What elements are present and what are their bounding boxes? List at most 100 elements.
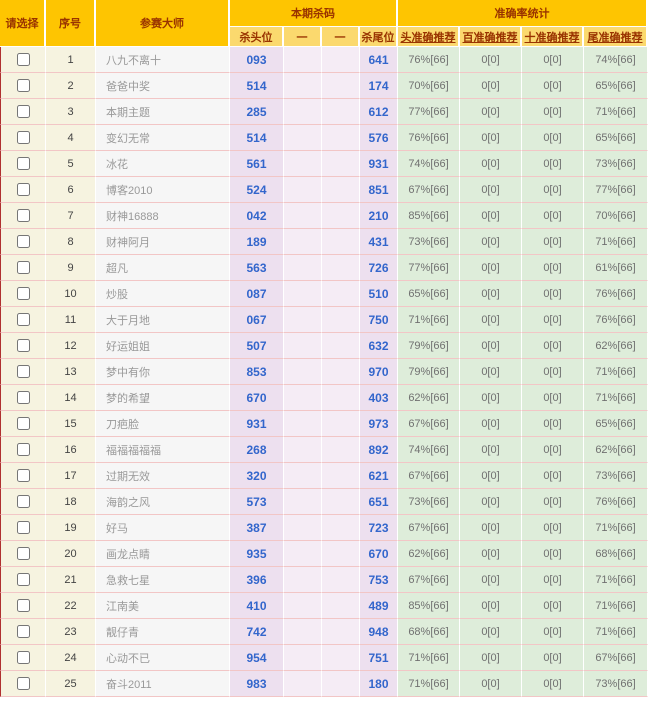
row-select-checkbox[interactable] [16, 521, 30, 534]
select-cell [0, 463, 46, 489]
sort-link-ten-accuracy[interactable]: 十准确推荐 [524, 31, 580, 44]
table-row: 14 梦的希望 670 403 62%[66] 0[0] 0[0] 71%[66… [0, 385, 648, 411]
select-cell [0, 567, 46, 593]
row-select-checkbox[interactable] [16, 391, 30, 404]
empty-column-2 [322, 255, 360, 281]
select-cell [0, 411, 46, 437]
empty-column-1 [284, 619, 322, 645]
select-cell [0, 229, 46, 255]
hundred-accuracy-value: 0[0] [460, 593, 522, 619]
empty-column-2 [322, 333, 360, 359]
master-name: 急救七星 [96, 567, 230, 593]
row-select-checkbox[interactable] [16, 79, 30, 92]
select-cell [0, 151, 46, 177]
row-select-checkbox[interactable] [16, 469, 30, 482]
row-select-checkbox[interactable] [16, 677, 30, 690]
row-select-checkbox[interactable] [16, 495, 30, 508]
kill-tail-value: 753 [360, 567, 398, 593]
head-accuracy-value: 79%[66] [398, 359, 460, 385]
empty-column-1 [284, 359, 322, 385]
head-accuracy-value: 85%[66] [398, 203, 460, 229]
masters-kill-code-table: 请选择 序号 参赛大师 本期杀码 准确率统计 杀头位 一 一 杀尾位 头准确推荐… [0, 0, 648, 697]
head-accuracy-value: 65%[66] [398, 281, 460, 307]
kill-tail-value: 851 [360, 177, 398, 203]
row-select-checkbox[interactable] [16, 313, 30, 326]
master-name: 心动不已 [96, 645, 230, 671]
master-name: 变幻无常 [96, 125, 230, 151]
tail-accuracy-value: 74%[66] [584, 47, 648, 73]
ten-accuracy-value: 0[0] [522, 177, 584, 203]
master-name: 海韵之风 [96, 489, 230, 515]
empty-column-1 [284, 645, 322, 671]
row-select-checkbox[interactable] [16, 209, 30, 222]
row-select-checkbox[interactable] [16, 573, 30, 586]
hundred-accuracy-value: 0[0] [460, 541, 522, 567]
kill-tail-value: 510 [360, 281, 398, 307]
select-cell [0, 541, 46, 567]
ten-accuracy-value: 0[0] [522, 307, 584, 333]
head-accuracy-value: 77%[66] [398, 255, 460, 281]
row-select-checkbox[interactable] [16, 417, 30, 430]
table-row: 10 炒股 087 510 65%[66] 0[0] 0[0] 76%[66] [0, 281, 648, 307]
row-index: 1 [46, 47, 96, 73]
master-name: 奋斗2011 [96, 671, 230, 697]
row-index: 12 [46, 333, 96, 359]
row-select-checkbox[interactable] [16, 235, 30, 248]
master-name: 梦的希望 [96, 385, 230, 411]
row-select-checkbox[interactable] [16, 547, 30, 560]
row-select-checkbox[interactable] [16, 53, 30, 66]
row-select-checkbox[interactable] [16, 105, 30, 118]
row-select-checkbox[interactable] [16, 365, 30, 378]
head-accuracy-value: 76%[66] [398, 125, 460, 151]
kill-tail-value: 210 [360, 203, 398, 229]
kill-head-value: 042 [230, 203, 284, 229]
ten-accuracy-value: 0[0] [522, 411, 584, 437]
row-select-checkbox[interactable] [16, 651, 30, 664]
master-name: 画龙点睛 [96, 541, 230, 567]
head-accuracy-value: 67%[66] [398, 463, 460, 489]
row-index: 19 [46, 515, 96, 541]
row-select-checkbox[interactable] [16, 183, 30, 196]
row-select-checkbox[interactable] [16, 599, 30, 612]
hundred-accuracy-value: 0[0] [460, 359, 522, 385]
tail-accuracy-value: 77%[66] [584, 177, 648, 203]
sort-link-hundred-accuracy[interactable]: 百准确推荐 [462, 31, 518, 44]
subheader-kill-tail: 杀尾位 [360, 27, 398, 47]
empty-column-1 [284, 671, 322, 697]
row-select-checkbox[interactable] [16, 625, 30, 638]
master-name: 好马 [96, 515, 230, 541]
tail-accuracy-value: 70%[66] [584, 203, 648, 229]
kill-tail-value: 180 [360, 671, 398, 697]
head-accuracy-value: 79%[66] [398, 333, 460, 359]
row-select-checkbox[interactable] [16, 443, 30, 456]
ten-accuracy-value: 0[0] [522, 437, 584, 463]
row-select-checkbox[interactable] [16, 131, 30, 144]
column-group-kill-code: 本期杀码 [230, 0, 398, 27]
hundred-accuracy-value: 0[0] [460, 125, 522, 151]
tail-accuracy-value: 76%[66] [584, 489, 648, 515]
hundred-accuracy-value: 0[0] [460, 333, 522, 359]
table-row: 22 江南美 410 489 85%[66] 0[0] 0[0] 71%[66] [0, 593, 648, 619]
row-index: 7 [46, 203, 96, 229]
select-cell [0, 307, 46, 333]
kill-head-value: 561 [230, 151, 284, 177]
row-select-checkbox[interactable] [16, 339, 30, 352]
hundred-accuracy-value: 0[0] [460, 567, 522, 593]
select-cell [0, 47, 46, 73]
subheader-dash-2: 一 [322, 27, 360, 47]
head-accuracy-value: 67%[66] [398, 411, 460, 437]
table-row: 23 靓仔青 742 948 68%[66] 0[0] 0[0] 71%[66] [0, 619, 648, 645]
row-select-checkbox[interactable] [16, 261, 30, 274]
row-select-checkbox[interactable] [16, 157, 30, 170]
row-select-checkbox[interactable] [16, 287, 30, 300]
kill-tail-value: 612 [360, 99, 398, 125]
ten-accuracy-value: 0[0] [522, 359, 584, 385]
kill-head-value: 514 [230, 73, 284, 99]
sort-link-tail-accuracy[interactable]: 尾准确推荐 [587, 31, 643, 44]
hundred-accuracy-value: 0[0] [460, 437, 522, 463]
head-accuracy-value: 62%[66] [398, 385, 460, 411]
ten-accuracy-value: 0[0] [522, 619, 584, 645]
kill-tail-value: 670 [360, 541, 398, 567]
sort-link-head-accuracy[interactable]: 头准确推荐 [400, 31, 456, 44]
table-row: 21 急救七星 396 753 67%[66] 0[0] 0[0] 71%[66… [0, 567, 648, 593]
